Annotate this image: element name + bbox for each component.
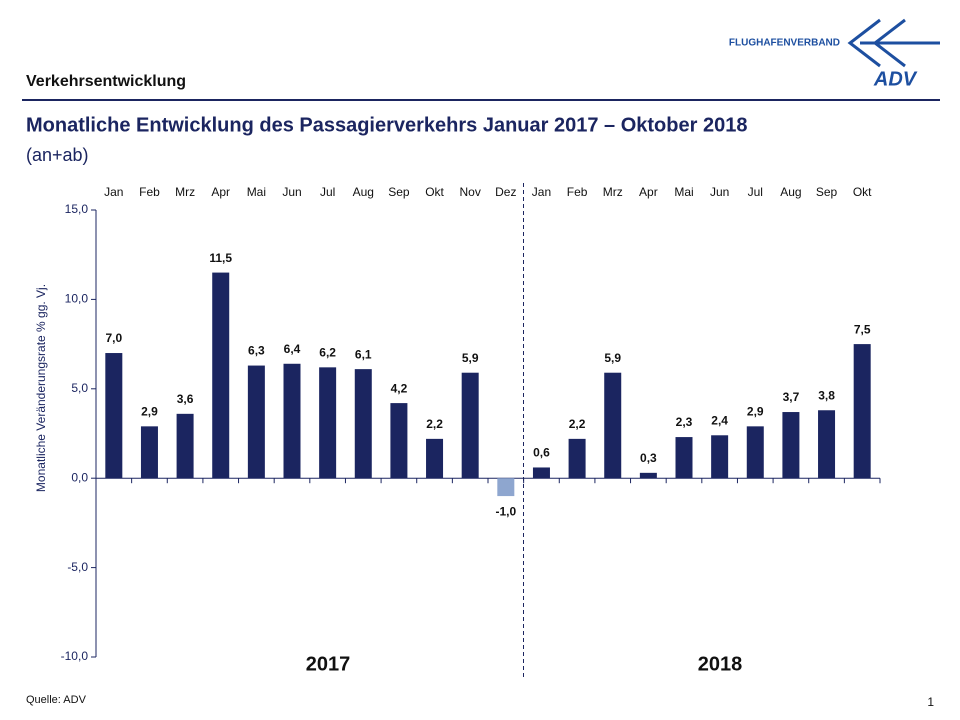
- value-label: 2,2: [426, 417, 443, 431]
- x-tick-label: Jun: [710, 185, 729, 199]
- x-tick-label: Aug: [780, 185, 801, 199]
- x-tick-label: Mai: [674, 185, 693, 199]
- value-label: 5,9: [462, 351, 479, 365]
- value-label: 0,3: [640, 451, 657, 465]
- bar: [853, 344, 871, 479]
- value-label: 7,5: [854, 322, 871, 336]
- x-tick-label: Okt: [425, 185, 444, 199]
- year-label: 2017: [306, 653, 351, 675]
- bar: [568, 438, 586, 479]
- value-label: -1,0: [495, 504, 516, 518]
- x-tick-label: Mrz: [175, 185, 195, 199]
- value-label: 5,9: [604, 351, 621, 365]
- value-label: 4,2: [391, 381, 408, 395]
- x-tick-label: Mai: [247, 185, 266, 199]
- value-label: 2,3: [676, 415, 693, 429]
- logo-mark: ADV: [873, 68, 918, 90]
- bar: [247, 365, 265, 479]
- source: Quelle: ADV: [26, 694, 87, 706]
- bar: [461, 372, 479, 479]
- logo-chevrons: [847, 18, 940, 68]
- x-tick-label: Dez: [495, 185, 516, 199]
- y-tick-label: 15,0: [65, 202, 89, 216]
- y-tick-label: -10,0: [61, 649, 89, 663]
- x-tick-label: Jul: [748, 185, 763, 199]
- bar: [140, 426, 158, 479]
- x-tick-label: Jan: [532, 185, 551, 199]
- value-label: 2,2: [569, 417, 586, 431]
- y-tick-label: 10,0: [65, 292, 89, 306]
- bar: [497, 478, 515, 497]
- value-label: 6,3: [248, 344, 265, 358]
- x-tick-label: Nov: [460, 185, 481, 199]
- bar: [176, 413, 194, 479]
- value-label: 3,6: [177, 392, 194, 406]
- value-label: 11,5: [209, 251, 232, 265]
- bar: [675, 437, 693, 479]
- bar: [390, 403, 408, 479]
- bar: [212, 272, 230, 479]
- x-tick-label: Feb: [139, 185, 160, 199]
- bar: [639, 472, 657, 479]
- y-tick-label: -5,0: [67, 560, 88, 574]
- x-tick-label: Aug: [353, 185, 374, 199]
- x-tick-label: Jan: [104, 185, 123, 199]
- bar: [532, 467, 550, 479]
- x-tick-label: Sep: [816, 185, 838, 199]
- y-axis-label: Monatliche Veränderungsrate % gg. Vj.: [34, 284, 48, 492]
- bar: [354, 369, 372, 479]
- y-tick-label: 5,0: [71, 381, 88, 395]
- x-tick-label: Apr: [639, 185, 658, 199]
- page-number: 1: [927, 695, 934, 709]
- value-label: 6,2: [319, 346, 336, 360]
- x-tick-label: Okt: [853, 185, 872, 199]
- bar: [782, 412, 800, 479]
- bar: [604, 372, 622, 479]
- value-label: 2,9: [747, 405, 764, 419]
- x-tick-label: Mrz: [603, 185, 623, 199]
- bar: [426, 438, 444, 479]
- value-label: 7,0: [105, 331, 122, 345]
- year-label: 2018: [698, 653, 743, 675]
- section-title: Verkehrsentwicklung: [26, 73, 186, 90]
- bar: [283, 363, 301, 479]
- y-tick-label: 0,0: [71, 470, 88, 484]
- chart-subtitle: (an+ab): [26, 145, 89, 165]
- chart-title: Monatliche Entwicklung des Passagierverk…: [26, 114, 747, 136]
- x-tick-label: Apr: [211, 185, 230, 199]
- value-label: 3,8: [818, 388, 835, 402]
- value-label: 3,7: [783, 390, 800, 404]
- bar: [105, 353, 123, 479]
- bar: [319, 367, 337, 479]
- value-label: 2,9: [141, 405, 158, 419]
- bar: [818, 410, 836, 479]
- x-tick-label: Jun: [282, 185, 301, 199]
- value-label: 6,1: [355, 347, 372, 361]
- x-tick-label: Jul: [320, 185, 335, 199]
- x-tick-label: Feb: [567, 185, 588, 199]
- logo-text: FLUGHAFENVERBAND: [729, 38, 840, 49]
- x-tick-label: Sep: [388, 185, 410, 199]
- value-label: 6,4: [284, 342, 301, 356]
- value-label: 0,6: [533, 446, 550, 460]
- bar: [746, 426, 764, 479]
- bar: [711, 435, 729, 479]
- value-label: 2,4: [711, 413, 728, 427]
